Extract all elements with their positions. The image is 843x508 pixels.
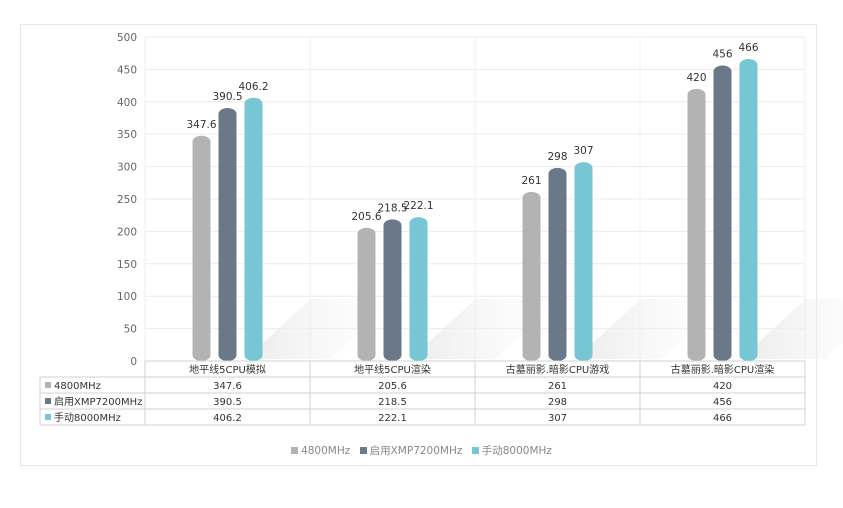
data-label: 420 [686,72,706,84]
table-cell: 420 [713,381,732,392]
y-tick-label: 300 [117,162,137,174]
y-tick-label: 500 [117,32,137,44]
y-tick-label: 0 [130,356,137,368]
bar [383,219,402,361]
legend-label: 手动8000MHz [481,445,552,457]
data-labels: 347.6 205.6 261 420 390.5 218.5 298 456 406.2 222… [186,42,758,223]
bar [574,162,593,361]
y-tick-label: 250 [117,194,137,206]
data-table: 地平线5CPU模拟 地平线5CPU渲染 古墓丽影.暗影CPU游戏 古墓丽影.暗影CPU… [39,360,806,426]
legend-label: 启用XMP7200MHz [369,445,463,457]
category-label: 地平线5CPU模拟 [189,363,266,376]
y-axis: 0 50 100 150 200 250 300 350 400 450 500 [117,32,137,368]
legend-swatch-icon [471,447,479,454]
bar [687,88,706,361]
y-tick-label: 150 [117,259,137,271]
bar [409,217,428,361]
table-cell: 456 [713,397,732,408]
bar [522,191,541,361]
bar-chart: 0 50 100 150 200 250 300 350 400 450 500 347.6 205.… [39,32,843,426]
data-label: 347.6 [186,119,216,131]
legend-label: 4800MHz [301,445,351,457]
bars [192,59,758,362]
data-label: 205.6 [351,211,381,223]
legend-swatch-icon [359,447,367,454]
data-label: 222.1 [403,200,433,212]
data-label: 456 [712,49,732,61]
table-cell: 218.5 [378,397,407,408]
y-tick-label: 400 [117,97,137,109]
y-tick-label: 50 [124,324,137,336]
y-tick-label: 350 [117,129,137,141]
bar [218,107,237,362]
category-label: 地平线5CPU渲染 [354,363,431,376]
y-tick-label: 450 [117,64,137,76]
table-swatch-icon [45,414,51,420]
table-cell: 347.6 [213,381,242,392]
table-cell: 205.6 [378,381,407,392]
bar [357,227,376,361]
table-cell: 466 [713,413,732,424]
y-tick-label: 200 [117,226,137,238]
data-label: 307 [573,145,593,157]
table-swatch-icon [45,398,51,404]
legend-item-4800[interactable]: 4800MHz [291,445,350,457]
category-label: 古墓丽影.暗影CPU游戏 [506,363,610,376]
table-cell: 307 [548,413,567,424]
table-cell: 390.5 [213,397,242,408]
bar [192,135,211,361]
legend-swatch-icon [291,447,299,454]
legend-item-8000[interactable]: 手动8000MHz [471,443,552,458]
bar [739,59,758,361]
y-tick-label: 100 [117,291,137,303]
data-label: 406.2 [238,81,268,93]
bar-shadow [740,299,843,359]
data-label: 466 [738,42,758,54]
table-cell: 222.1 [378,413,407,424]
category-label: 古墓丽影.暗影CPU渲染 [671,363,775,376]
table-cell: 298 [548,397,567,408]
legend: 4800MHz 启用XMP7200MHz 手动8000MHz [0,443,843,458]
legend-item-xmp7200[interactable]: 启用XMP7200MHz [359,443,463,458]
bar [713,65,732,362]
table-cell: 261 [548,381,567,392]
bar [244,97,263,361]
data-label: 218.5 [377,202,407,214]
table-series-name: 4800MHz [54,381,101,392]
bar [548,167,567,361]
table-series-name: 手动8000MHz [54,411,121,424]
data-label: 390.5 [212,91,242,103]
table-cell: 406.2 [213,413,242,424]
data-label: 298 [547,151,567,163]
table-series-name: 启用XMP7200MHz [54,395,142,408]
data-label: 261 [521,175,541,187]
table-swatch-icon [45,382,51,388]
